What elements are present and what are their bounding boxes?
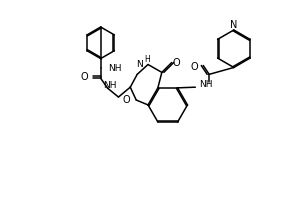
Text: O: O <box>123 95 130 105</box>
Text: N: N <box>136 60 143 69</box>
Text: N: N <box>230 20 238 30</box>
Text: O: O <box>173 58 180 68</box>
Text: NH: NH <box>109 64 122 73</box>
Text: NH: NH <box>199 80 213 89</box>
Text: NH: NH <box>103 81 116 90</box>
Text: H: H <box>144 55 150 64</box>
Text: O: O <box>80 72 88 82</box>
Text: O: O <box>191 62 198 72</box>
